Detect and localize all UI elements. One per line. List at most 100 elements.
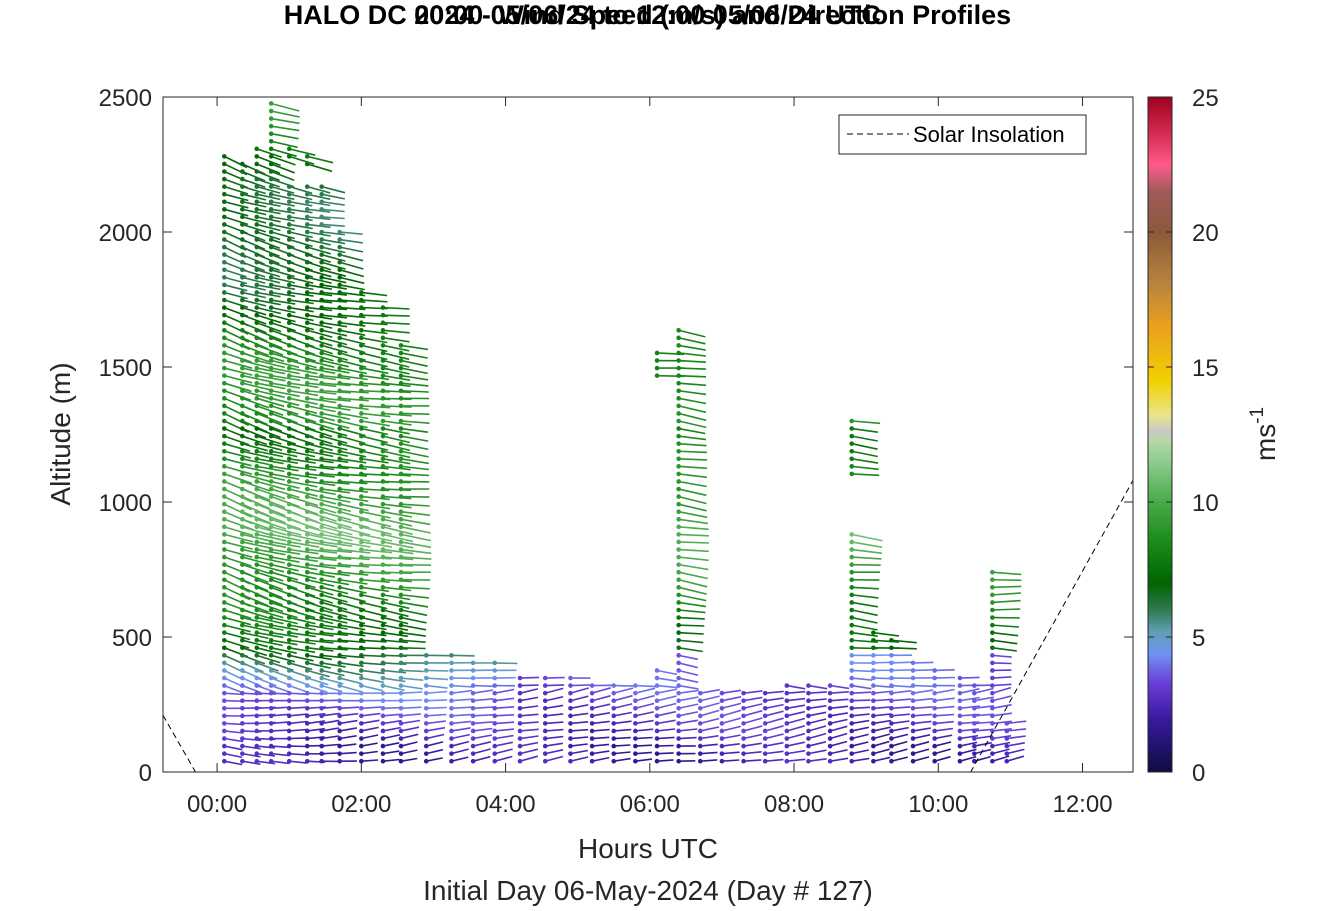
wind-barb — [959, 705, 980, 710]
wind-barb-dot — [633, 728, 638, 734]
wind-barb-dot — [762, 758, 768, 764]
wind-barb — [321, 571, 350, 577]
wind-barb — [992, 735, 1012, 740]
wind-barb-dot — [286, 524, 292, 530]
wind-barb — [361, 684, 383, 692]
wind-barb-dot — [222, 736, 227, 741]
wind-barb — [242, 631, 269, 640]
wind-barb — [678, 510, 708, 519]
wind-barb — [382, 571, 413, 575]
wind-barb — [339, 556, 370, 561]
wind-barb-dot — [304, 486, 310, 492]
wind-barb-dot — [654, 365, 660, 371]
wind-barb-dot — [268, 169, 274, 174]
wind-barb — [400, 533, 431, 542]
wind-barb-dot — [337, 297, 342, 303]
wind-barb-dot — [611, 713, 617, 719]
wind-barb-dot — [240, 343, 245, 348]
wind-barb — [256, 185, 281, 194]
wind-barb-dot — [319, 486, 324, 492]
wind-barb — [242, 291, 266, 299]
wind-barb-dot — [398, 705, 404, 711]
wind-barb-dot — [254, 554, 260, 560]
wind-barb-dot — [871, 713, 876, 719]
wind-barb-dot — [380, 373, 386, 378]
wind-barb-dot — [319, 464, 324, 469]
wind-barb-dot — [633, 743, 638, 749]
wind-barb-dot — [871, 675, 876, 681]
wind-barb — [451, 727, 471, 732]
colorbar-tick-label: 20 — [1192, 220, 1219, 247]
wind-barb — [765, 741, 784, 747]
wind-barb-dot — [359, 305, 364, 310]
wind-barb — [700, 702, 720, 710]
wind-barb-dot — [240, 532, 245, 537]
wind-barb — [307, 359, 335, 368]
wind-barb — [289, 571, 317, 580]
wind-barb — [494, 755, 513, 762]
wind-barb-dot — [359, 479, 364, 484]
wind-barb — [242, 405, 269, 418]
wind-barb — [678, 397, 707, 405]
wind-barb-dot — [633, 690, 638, 696]
wind-barb-dot — [319, 547, 324, 552]
wind-barb — [992, 755, 1010, 762]
wind-barb — [242, 435, 268, 446]
wind-barb-dot — [542, 690, 548, 696]
wind-barb — [494, 728, 514, 732]
wind-barb-dot — [359, 728, 364, 734]
wind-barb — [570, 684, 591, 687]
wind-barb-dot — [319, 207, 324, 212]
wind-barb — [494, 706, 515, 710]
wind-barb-dot — [337, 464, 342, 469]
wind-barb-dot — [380, 751, 386, 756]
wind-barb-dot — [380, 358, 386, 363]
wind-barb-dot — [398, 615, 404, 620]
wind-barb-dot — [380, 539, 386, 545]
wind-barb — [400, 749, 418, 755]
wind-barb-dot — [589, 721, 595, 726]
wind-barb-dot — [319, 660, 324, 666]
wind-barb-dot — [380, 577, 386, 583]
wind-barb-dot — [359, 403, 364, 409]
wind-barb-dot — [337, 259, 342, 265]
wind-barb-dot — [240, 320, 245, 326]
wind-barb — [270, 518, 301, 530]
wind-barb-dot — [268, 758, 274, 764]
wind-barb-dot — [871, 683, 876, 688]
wind-barb — [851, 691, 872, 694]
wind-barb-dot — [304, 615, 310, 620]
wind-barb — [256, 352, 285, 363]
wind-barb-dot — [380, 305, 386, 310]
wind-barb — [256, 163, 281, 175]
wind-barb-dot — [398, 713, 404, 719]
wind-barb — [382, 367, 410, 375]
wind-barb — [700, 695, 720, 702]
wind-barb-dot — [240, 471, 245, 477]
wind-barb-dot — [676, 705, 681, 711]
wind-profile-column — [492, 660, 518, 764]
wind-barb — [361, 578, 390, 583]
wind-barb — [256, 337, 283, 349]
wind-barb — [224, 541, 253, 550]
wind-barb-dot — [222, 675, 227, 681]
wind-barb-dot — [697, 721, 703, 726]
wind-barb-dot — [286, 585, 292, 590]
wind-barb — [321, 405, 351, 411]
wind-barb-dot — [359, 577, 364, 583]
wind-barb — [764, 717, 784, 725]
wind-barb-dot — [254, 690, 260, 696]
wind-barb — [339, 389, 369, 394]
wind-barb-dot — [337, 713, 342, 719]
wind-barb-dot — [304, 448, 310, 454]
wind-barb — [256, 518, 287, 530]
wind-barb-dot — [990, 736, 995, 741]
wind-barb-dot — [337, 456, 342, 462]
wind-barb-dot — [240, 592, 245, 598]
wind-barb-dot — [676, 396, 681, 401]
wind-barb-dot — [304, 358, 310, 363]
wind-barb-dot — [589, 683, 595, 688]
wind-barb — [270, 314, 296, 323]
wind-barb-dot — [304, 441, 310, 446]
wind-barb — [382, 750, 400, 755]
